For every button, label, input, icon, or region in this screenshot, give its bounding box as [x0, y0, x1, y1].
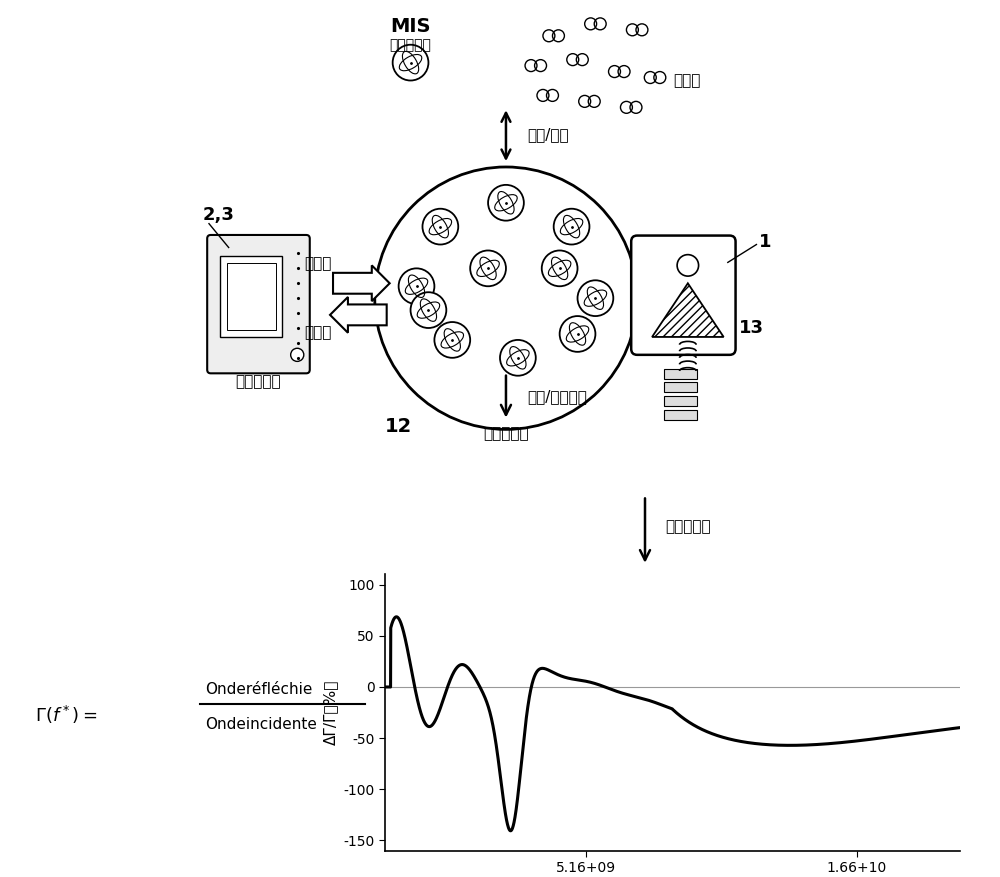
Bar [664, 368, 697, 379]
Circle shape [411, 292, 446, 328]
FancyBboxPatch shape [207, 235, 310, 374]
Text: 微波传感器: 微波传感器 [483, 426, 529, 442]
Text: 1: 1 [759, 232, 772, 251]
Circle shape [434, 322, 470, 358]
Text: 可测量信号: 可测量信号 [665, 518, 711, 534]
Text: 2,3: 2,3 [203, 206, 235, 224]
Circle shape [554, 209, 589, 245]
Text: 分析物: 分析物 [673, 73, 700, 88]
FancyArrow shape [333, 266, 390, 301]
Circle shape [560, 316, 595, 352]
Text: $\Gamma(f^*)=$: $\Gamma(f^*)=$ [35, 703, 97, 726]
Text: Onderéfléchie: Onderéfléchie [205, 682, 312, 697]
Text: Ondeincidente: Ondeincidente [205, 717, 317, 731]
FancyArrow shape [330, 297, 387, 332]
Bar [220, 256, 282, 337]
Text: 入射波: 入射波 [304, 256, 332, 271]
Text: 绔合/解离: 绔合/解离 [527, 126, 568, 142]
Circle shape [375, 167, 637, 430]
Text: 分子印迹硅: 分子印迹硅 [390, 38, 431, 52]
Y-axis label: ΔΓ/Γ（%）: ΔΓ/Γ（%） [323, 680, 338, 745]
Circle shape [542, 251, 578, 286]
Text: 网络分析仪: 网络分析仪 [236, 374, 281, 389]
Bar [664, 382, 697, 392]
Bar [664, 410, 697, 420]
Circle shape [422, 209, 458, 245]
Circle shape [399, 268, 434, 304]
Circle shape [500, 340, 536, 375]
Bar [664, 396, 697, 406]
Circle shape [488, 185, 524, 221]
Text: 12: 12 [385, 417, 412, 436]
Text: 13: 13 [739, 319, 764, 337]
Text: 反射波: 反射波 [304, 325, 332, 340]
Circle shape [677, 254, 699, 276]
Circle shape [291, 348, 304, 361]
Text: 物理/化学信号: 物理/化学信号 [527, 389, 587, 404]
Text: MIS: MIS [390, 18, 431, 36]
Circle shape [470, 251, 506, 286]
Circle shape [578, 281, 613, 316]
FancyBboxPatch shape [631, 236, 736, 355]
Polygon shape [652, 283, 724, 337]
Circle shape [393, 45, 428, 81]
Bar [227, 263, 276, 330]
